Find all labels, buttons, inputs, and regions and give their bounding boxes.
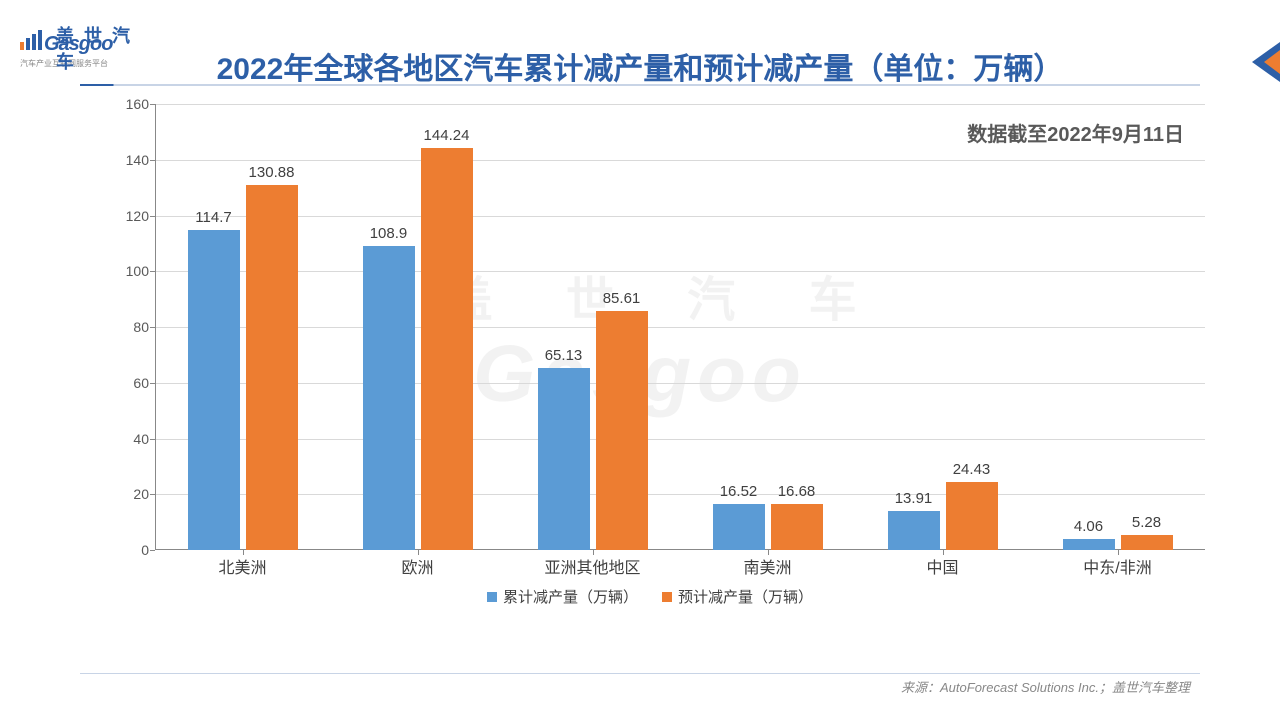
grid-line [155,383,1205,384]
grid-line [155,104,1205,105]
grid-line [155,271,1205,272]
bar: 85.61 [596,311,648,550]
page-title: 2022年全球各地区汽车累计减产量和预计减产量（单位：万辆） [0,44,1280,88]
bar-value-label: 114.7 [188,209,240,226]
grid-line [155,216,1205,217]
bar: 16.68 [771,504,823,550]
bar-value-label: 5.28 [1121,514,1173,531]
x-tick-label: 北美洲 [218,554,266,578]
y-tick-mark [150,494,155,495]
legend-label: 累计减产量（万辆） [503,586,638,607]
plot-area: 114.7130.88108.9144.2465.1385.6116.5216.… [155,104,1205,550]
bar: 108.9 [363,246,415,550]
bar: 24.43 [946,482,998,550]
x-tick-mark [418,550,419,555]
legend-item: 预计减产量（万辆） [662,586,813,607]
bar-value-label: 144.24 [421,127,473,144]
y-axis [155,104,156,550]
bar-chart: 114.7130.88108.9144.2465.1385.6116.5216.… [95,100,1205,610]
y-tick-label: 120 [109,208,149,224]
bar-value-label: 130.88 [246,164,298,181]
bar: 114.7 [188,230,240,550]
title-underline [80,84,1200,86]
footer-line [80,673,1200,674]
bar-value-label: 24.43 [946,461,998,478]
y-tick-label: 140 [109,152,149,168]
legend-swatch [487,592,497,602]
bar: 16.52 [713,504,765,550]
grid-line [155,327,1205,328]
y-tick-mark [150,160,155,161]
grid-line [155,160,1205,161]
bar: 65.13 [538,368,590,550]
y-tick-label: 160 [109,96,149,112]
bar-value-label: 16.68 [771,483,823,500]
x-tick-label: 欧洲 [401,554,433,578]
y-tick-label: 20 [109,486,149,502]
x-tick-mark [1118,550,1119,555]
legend-label: 预计减产量（万辆） [678,586,813,607]
bar-value-label: 108.9 [363,225,415,242]
bar-value-label: 85.61 [596,290,648,307]
x-tick-mark [768,550,769,555]
y-tick-mark [150,327,155,328]
y-tick-label: 100 [109,263,149,279]
page: 盖世汽车 Gasgoo 汽车产业互联网服务平台 2022年全球各地区汽车累计减产… [0,0,1280,720]
y-tick-label: 40 [109,431,149,447]
y-tick-mark [150,216,155,217]
bar: 4.06 [1063,539,1115,550]
x-tick-label: 南美洲 [743,554,791,578]
y-tick-mark [150,550,155,551]
bar-value-label: 65.13 [538,347,590,364]
y-tick-label: 0 [109,542,149,558]
y-tick-mark [150,271,155,272]
bar: 144.24 [421,148,473,550]
bar-value-label: 16.52 [713,483,765,500]
bar: 5.28 [1121,535,1173,550]
x-axis [155,549,1205,550]
bar-value-label: 4.06 [1063,518,1115,535]
source-text: 来源：AutoForecast Solutions Inc.；盖世汽车整理 [901,677,1190,696]
x-tick-label: 中东/非洲 [1083,554,1151,578]
y-tick-label: 80 [109,319,149,335]
y-tick-mark [150,383,155,384]
grid-line [155,439,1205,440]
bar-value-label: 13.91 [888,490,940,507]
bar: 13.91 [888,511,940,550]
legend: 累计减产量（万辆） 预计减产量（万辆） [95,586,1205,607]
y-tick-mark [150,104,155,105]
corner-arrow-icon [1232,38,1280,86]
grid-line [155,494,1205,495]
y-tick-label: 60 [109,375,149,391]
bar: 130.88 [246,185,298,550]
legend-swatch [662,592,672,602]
x-tick-mark [243,550,244,555]
x-tick-mark [593,550,594,555]
x-tick-label: 亚洲其他地区 [544,554,640,578]
x-tick-mark [943,550,944,555]
x-tick-label: 中国 [926,554,958,578]
legend-item: 累计减产量（万辆） [487,586,638,607]
y-tick-mark [150,439,155,440]
